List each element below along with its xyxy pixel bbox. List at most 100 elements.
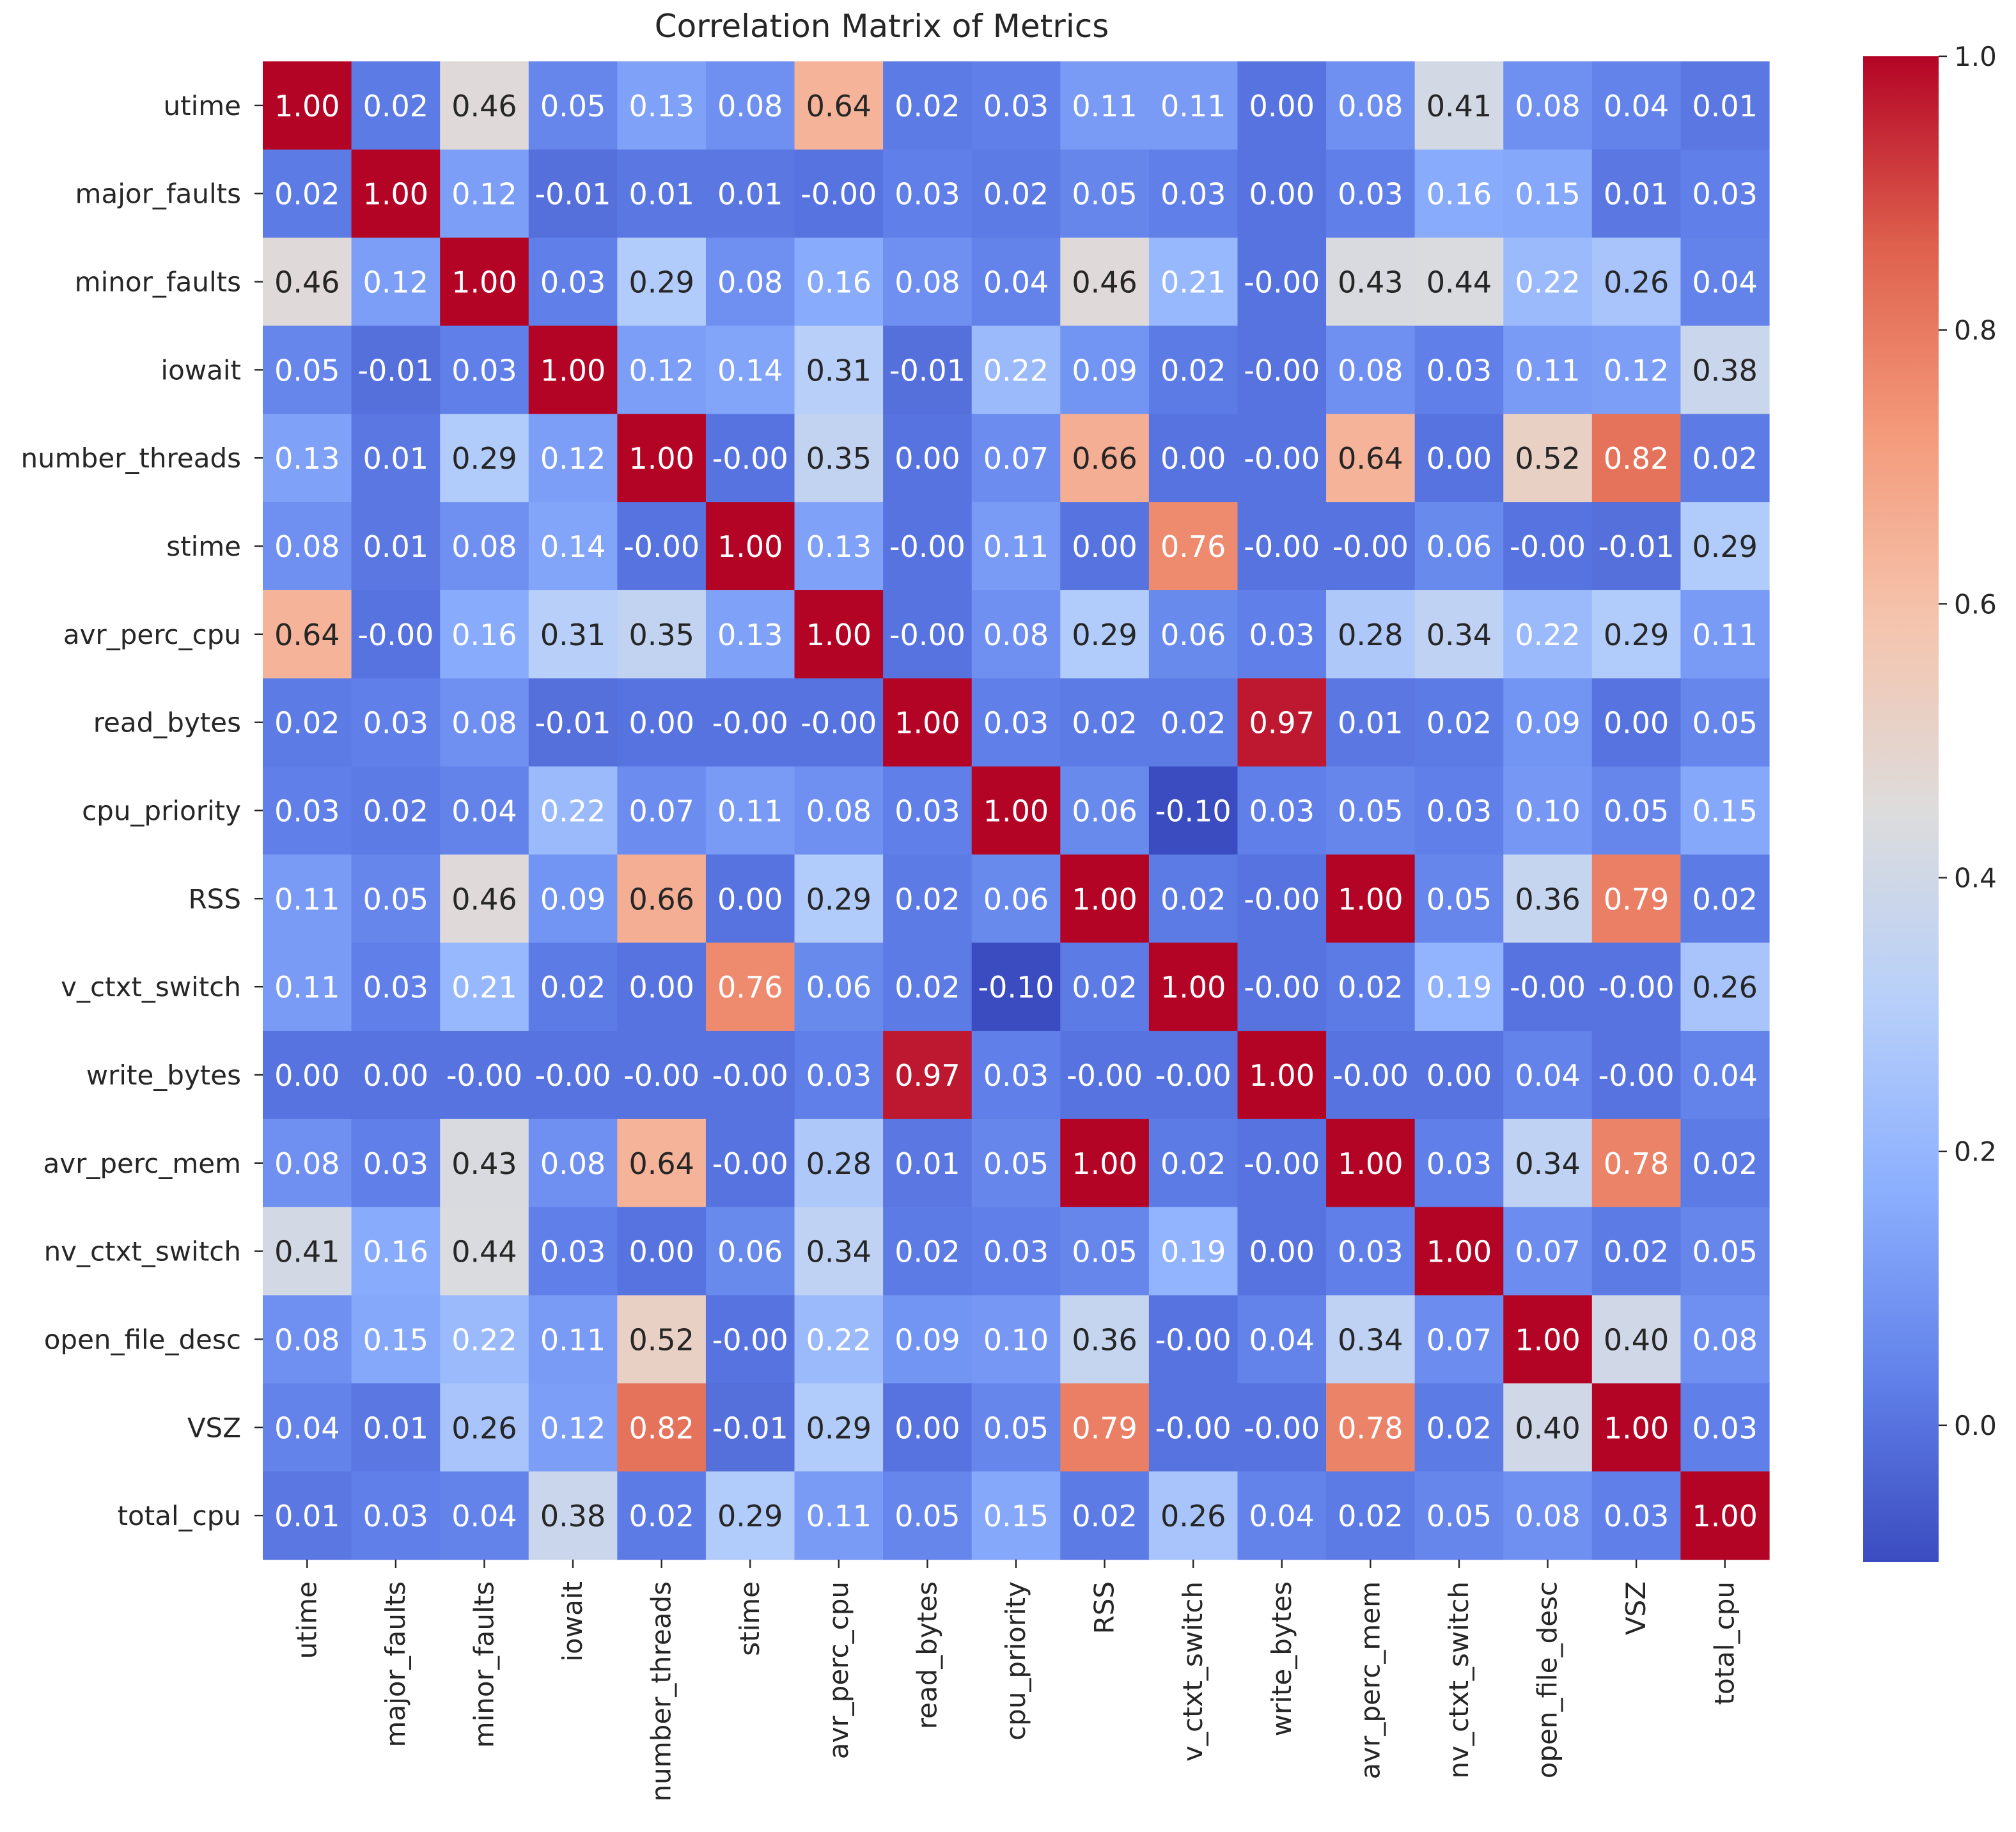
heatmap-cell-minor_faults-cpu_priority <box>971 237 1061 327</box>
cell-value-label-v_ctxt_switch-read_bytes: 0.02 <box>895 970 960 1005</box>
heatmap-cell-number_threads-VSZ <box>1591 414 1682 503</box>
heatmap-cell-cpu_priority-read_bytes <box>883 766 973 856</box>
cell-value-label-minor_faults-write_bytes: -0.00 <box>1244 265 1320 300</box>
cell-value-label-avr_perc_mem-nv_ctxt_switch: 0.03 <box>1426 1147 1492 1181</box>
heatmap-cell-write_bytes-minor_faults <box>440 1031 529 1120</box>
cell-value-label-major_faults-minor_faults: 0.12 <box>451 177 517 212</box>
cell-value-label-iowait-iowait: 1.00 <box>540 353 606 388</box>
heatmap-cell-read_bytes-iowait <box>528 678 618 767</box>
cell-value-label-major_faults-total_cpu: 0.03 <box>1692 177 1757 212</box>
heatmap-cell-v_ctxt_switch-major_faults <box>351 943 441 1031</box>
cell-value-label-total_cpu-total_cpu: 1.00 <box>1692 1499 1757 1533</box>
heatmap-cell-stime-number_threads <box>617 502 707 591</box>
cell-value-label-major_faults-RSS: 0.05 <box>1072 177 1137 212</box>
cell-value-label-avr_perc_cpu-cpu_priority: 0.08 <box>983 618 1049 652</box>
cell-value-label-VSZ-write_bytes: -0.00 <box>1244 1411 1320 1445</box>
cell-value-label-stime-read_bytes: -0.00 <box>889 529 965 564</box>
heatmap-cell-v_ctxt_switch-total_cpu <box>1680 943 1770 1031</box>
cell-value-label-number_threads-iowait: 0.12 <box>540 441 606 476</box>
heatmap-cell-open_file_desc-write_bytes <box>1237 1295 1327 1384</box>
cell-value-label-utime-open_file_desc: 0.08 <box>1515 89 1580 123</box>
x-tick-label-VSZ: VSZ <box>1620 1581 1652 1635</box>
heatmap-cell-major_faults-cpu_priority <box>971 149 1061 239</box>
cell-value-label-stime-total_cpu: 0.29 <box>1692 529 1757 564</box>
cell-value-label-major_faults-cpu_priority: 0.02 <box>983 177 1049 212</box>
cell-value-label-iowait-read_bytes: -0.01 <box>889 353 965 388</box>
x-tick-label-total_cpu: total_cpu <box>1709 1581 1740 1705</box>
cell-value-label-VSZ-VSZ: 1.00 <box>1604 1411 1669 1445</box>
cell-value-label-iowait-write_bytes: -0.00 <box>1244 353 1320 388</box>
heatmap-cell-total_cpu-stime <box>705 1471 795 1560</box>
cell-value-label-read_bytes-write_bytes: 0.97 <box>1249 706 1315 740</box>
cell-value-label-total_cpu-VSZ: 0.03 <box>1604 1499 1669 1533</box>
heatmap-cell-iowait-nv_ctxt_switch <box>1414 325 1504 414</box>
heatmap-cell-cpu_priority-avr_perc_cpu <box>794 766 884 856</box>
cell-value-label-utime-avr_perc_cpu: 0.64 <box>806 89 871 123</box>
cell-value-label-number_threads-cpu_priority: 0.07 <box>983 441 1049 476</box>
heatmap-cell-major_faults-utime <box>263 149 352 239</box>
heatmap-cell-utime-utime <box>263 61 352 150</box>
cell-value-label-stime-stime: 1.00 <box>717 529 783 564</box>
cell-value-label-number_threads-stime: -0.00 <box>712 441 788 476</box>
heatmap-cell-cpu_priority-stime <box>705 766 795 856</box>
cell-value-label-avr_perc_cpu-stime: 0.13 <box>717 618 783 652</box>
cell-value-label-v_ctxt_switch-stime: 0.76 <box>717 970 783 1005</box>
heatmap-cell-stime-v_ctxt_switch <box>1148 502 1239 591</box>
cell-value-label-minor_faults-avr_perc_cpu: 0.16 <box>806 265 871 300</box>
cell-value-label-cpu_priority-cpu_priority: 1.00 <box>983 794 1049 829</box>
cell-value-label-iowait-avr_perc_mem: 0.08 <box>1338 353 1403 388</box>
cell-value-label-cpu_priority-read_bytes: 0.03 <box>895 794 960 829</box>
heatmap-cell-major_faults-VSZ <box>1591 149 1682 239</box>
cell-value-label-cpu_priority-nv_ctxt_switch: 0.03 <box>1426 794 1492 829</box>
cell-value-label-major_faults-write_bytes: 0.00 <box>1249 177 1315 212</box>
heatmap-cell-VSZ-VSZ <box>1591 1383 1682 1472</box>
colorbar: 0.0 0.2 0.4 0.6 0.8 1.0 <box>1863 41 1997 1562</box>
cell-value-label-cpu_priority-iowait: 0.22 <box>540 794 606 829</box>
heatmap-cell-RSS-v_ctxt_switch <box>1148 854 1239 943</box>
cell-value-label-avr_perc_mem-major_faults: 0.03 <box>363 1147 428 1181</box>
heatmap-cell-read_bytes-v_ctxt_switch <box>1148 678 1239 767</box>
heatmap-cell-total_cpu-RSS <box>1060 1471 1150 1560</box>
heatmap-cell-cpu_priority-open_file_desc <box>1503 766 1593 856</box>
cell-value-label-avr_perc_mem-number_threads: 0.64 <box>629 1147 694 1181</box>
cell-value-label-open_file_desc-avr_perc_mem: 0.34 <box>1338 1322 1403 1357</box>
heatmap-cell-avr_perc_mem-stime <box>705 1118 795 1208</box>
cell-value-label-read_bytes-minor_faults: 0.08 <box>451 706 517 740</box>
cell-value-label-cpu_priority-write_bytes: 0.03 <box>1249 794 1315 829</box>
heatmap-cell-avr_perc_mem-open_file_desc <box>1503 1118 1593 1208</box>
heatmap-cell-read_bytes-VSZ <box>1591 678 1682 767</box>
colorbar-tick-label-0.2: 0.2 <box>1954 1136 1997 1168</box>
heatmap-cell-utime-read_bytes <box>883 61 973 150</box>
heatmap-cell-cpu_priority-number_threads <box>617 766 707 856</box>
heatmap-cell-number_threads-minor_faults <box>440 414 529 503</box>
heatmap-cell-read_bytes-avr_perc_mem <box>1326 678 1416 767</box>
heatmap-cell-avr_perc_cpu-number_threads <box>617 590 707 679</box>
heatmap-cell-v_ctxt_switch-number_threads <box>617 943 707 1031</box>
heatmap-cell-avr_perc_cpu-open_file_desc <box>1503 590 1593 679</box>
heatmap-cell-number_threads-read_bytes <box>883 414 973 503</box>
heatmap-cell-open_file_desc-cpu_priority <box>971 1295 1061 1384</box>
heatmap-cell-avr_perc_cpu-total_cpu <box>1680 590 1770 679</box>
cell-value-label-nv_ctxt_switch-v_ctxt_switch: 0.19 <box>1160 1235 1226 1269</box>
y-tick-label-total_cpu: total_cpu <box>118 1500 241 1531</box>
cell-value-label-VSZ-iowait: 0.12 <box>540 1411 606 1445</box>
heatmap-cell-number_threads-utime <box>263 414 352 503</box>
y-tick-label-v_ctxt_switch: v_ctxt_switch <box>61 971 241 1003</box>
cell-value-label-open_file_desc-cpu_priority: 0.10 <box>983 1322 1049 1357</box>
heatmap-cell-number_threads-write_bytes <box>1237 414 1327 503</box>
cell-value-label-total_cpu-nv_ctxt_switch: 0.05 <box>1426 1499 1492 1533</box>
heatmap-cell-v_ctxt_switch-minor_faults <box>440 943 529 1031</box>
heatmap-cell-RSS-VSZ <box>1591 854 1682 943</box>
cell-value-label-avr_perc_cpu-open_file_desc: 0.22 <box>1515 618 1580 652</box>
y-tick-label-cpu_priority: cpu_priority <box>82 795 241 827</box>
cell-value-label-avr_perc_cpu-RSS: 0.29 <box>1072 618 1137 652</box>
heatmap-cell-RSS-number_threads <box>617 854 707 943</box>
cell-value-label-v_ctxt_switch-cpu_priority: -0.10 <box>978 970 1054 1005</box>
heatmap-cell-cpu_priority-utime <box>263 766 352 856</box>
y-tick-label-number_threads: number_threads <box>21 442 241 474</box>
heatmap-cell-avr_perc_cpu-stime <box>705 590 795 679</box>
heatmap-cell-minor_faults-total_cpu <box>1680 237 1770 327</box>
cell-value-label-iowait-stime: 0.14 <box>717 353 783 388</box>
heatmap-cell-avr_perc_mem-write_bytes <box>1237 1118 1327 1208</box>
cell-value-label-avr_perc_cpu-number_threads: 0.35 <box>629 618 694 652</box>
